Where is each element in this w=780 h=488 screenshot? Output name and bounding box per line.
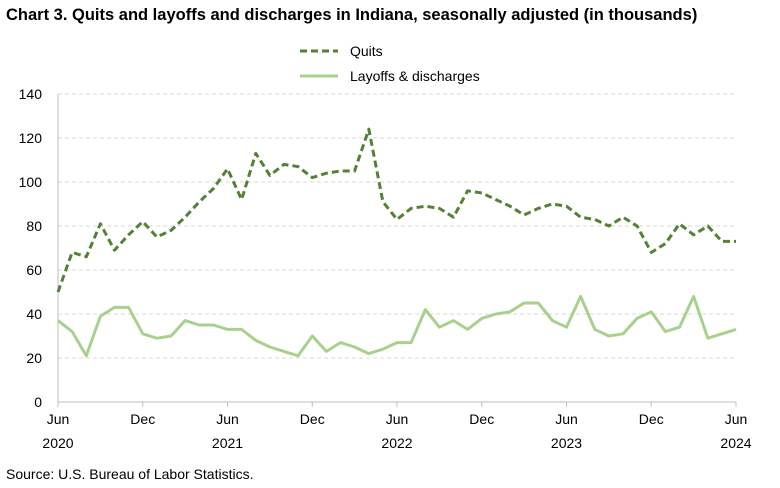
- y-tick-label: 0: [34, 394, 42, 410]
- y-tick-label: 20: [26, 350, 42, 366]
- x-tick-label-month: Jun: [555, 411, 578, 427]
- chart-title: Chart 3. Quits and layoffs and discharge…: [6, 6, 698, 24]
- y-tick-label: 100: [19, 174, 43, 190]
- x-tick-label-year: 2023: [551, 435, 582, 451]
- x-tick-label-month: Dec: [130, 411, 155, 427]
- x-axis-tick-labels: Jun 2020 Dec Jun 2021 Dec Jun 2022 Dec Jun 2023 Dec…: [42, 411, 751, 451]
- y-tick-label: 60: [26, 262, 42, 278]
- x-tick-label-month: Dec: [469, 411, 494, 427]
- x-tick-label-month: Dec: [300, 411, 325, 427]
- legend-label: Layoffs & discharges: [350, 68, 480, 84]
- legend: Quits Layoffs & discharges: [300, 43, 480, 84]
- x-tick-label-month: Jun: [47, 411, 70, 427]
- x-tick-label-month: Jun: [386, 411, 409, 427]
- source-note: Source: U.S. Bureau of Labor Statistics.: [6, 466, 254, 482]
- x-tick-label-year: 2024: [720, 435, 751, 451]
- x-tick-label-month: Jun: [725, 411, 748, 427]
- series-lines: [56, 127, 737, 358]
- axes: [57, 94, 737, 407]
- x-tick-label-year: 2021: [212, 435, 243, 451]
- y-tick-label: 140: [19, 86, 43, 102]
- y-axis-tick-labels: 0 20 40 60 80 100 120 140: [19, 86, 43, 410]
- x-tick-label-month: Dec: [639, 411, 664, 427]
- layoffs-discharges-line: [57, 294, 737, 358]
- x-tick-label-month: Jun: [216, 411, 239, 427]
- y-tick-label: 40: [26, 306, 42, 322]
- quits-line: [56, 127, 736, 293]
- x-tick-label-year: 2020: [42, 435, 73, 451]
- y-tick-label: 120: [19, 130, 43, 146]
- x-tick-label-year: 2022: [381, 435, 412, 451]
- gridlines: [58, 93, 736, 359]
- y-tick-label: 80: [26, 218, 42, 234]
- legend-label: Quits: [350, 43, 383, 59]
